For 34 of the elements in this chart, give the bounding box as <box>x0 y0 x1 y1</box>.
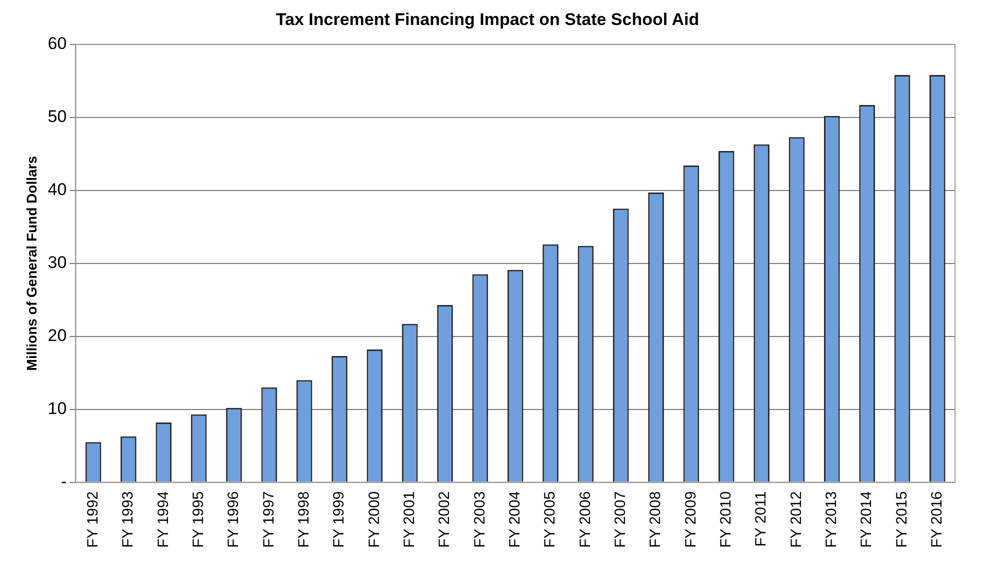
x-tick-label: FY 1992 <box>84 491 102 548</box>
x-tick-label: FY 1996 <box>225 491 242 548</box>
x-tick-label: FY 2008 <box>647 491 664 548</box>
x-tick-label: FY 2012 <box>788 491 805 548</box>
x-tick-label: FY 2013 <box>823 491 840 548</box>
x-tick-label: FY 2000 <box>366 491 383 548</box>
y-tick-label: - <box>61 472 67 491</box>
x-tick-label: FY 1998 <box>295 491 312 548</box>
y-tick-label: 50 <box>48 107 67 126</box>
x-tick-label: FY 2002 <box>436 491 454 548</box>
x-tick-label: FY 2015 <box>893 491 910 548</box>
y-tick-label: 60 <box>48 34 67 54</box>
x-tick-label: FY 1997 <box>260 491 278 548</box>
x-tick-label: FY 2003 <box>471 491 488 548</box>
y-tick-label: 20 <box>48 326 67 346</box>
x-tick-label: FY 2005 <box>542 491 559 548</box>
x-tick-label: FY 2007 <box>612 491 630 548</box>
x-tick-label: FY 1993 <box>120 491 137 548</box>
x-tick-label: FY 1999 <box>330 491 348 548</box>
x-tick-label: FY 2006 <box>576 491 594 548</box>
x-tick-label: FY 2011 <box>752 491 770 547</box>
y-tick-label: 40 <box>48 180 67 200</box>
chart-title: Tax Increment Financing Impact on State School Aid <box>276 10 700 29</box>
x-tick-label: FY 1995 <box>190 491 207 548</box>
y-tick-label: 30 <box>48 253 67 272</box>
y-axis-title: Millions of General Fund Dollars <box>23 156 40 371</box>
x-tick-label: FY 2014 <box>858 491 876 548</box>
y-tick-label: 10 <box>48 399 67 418</box>
x-tick-label: FY 2016 <box>928 491 946 548</box>
x-tick-label: FY 2009 <box>682 491 700 548</box>
x-tick-label: FY 1994 <box>154 491 172 548</box>
x-tick-label: FY 2010 <box>718 491 735 548</box>
x-tick-label: FY 2001 <box>400 491 418 548</box>
x-tick-label: FY 2004 <box>506 491 524 548</box>
